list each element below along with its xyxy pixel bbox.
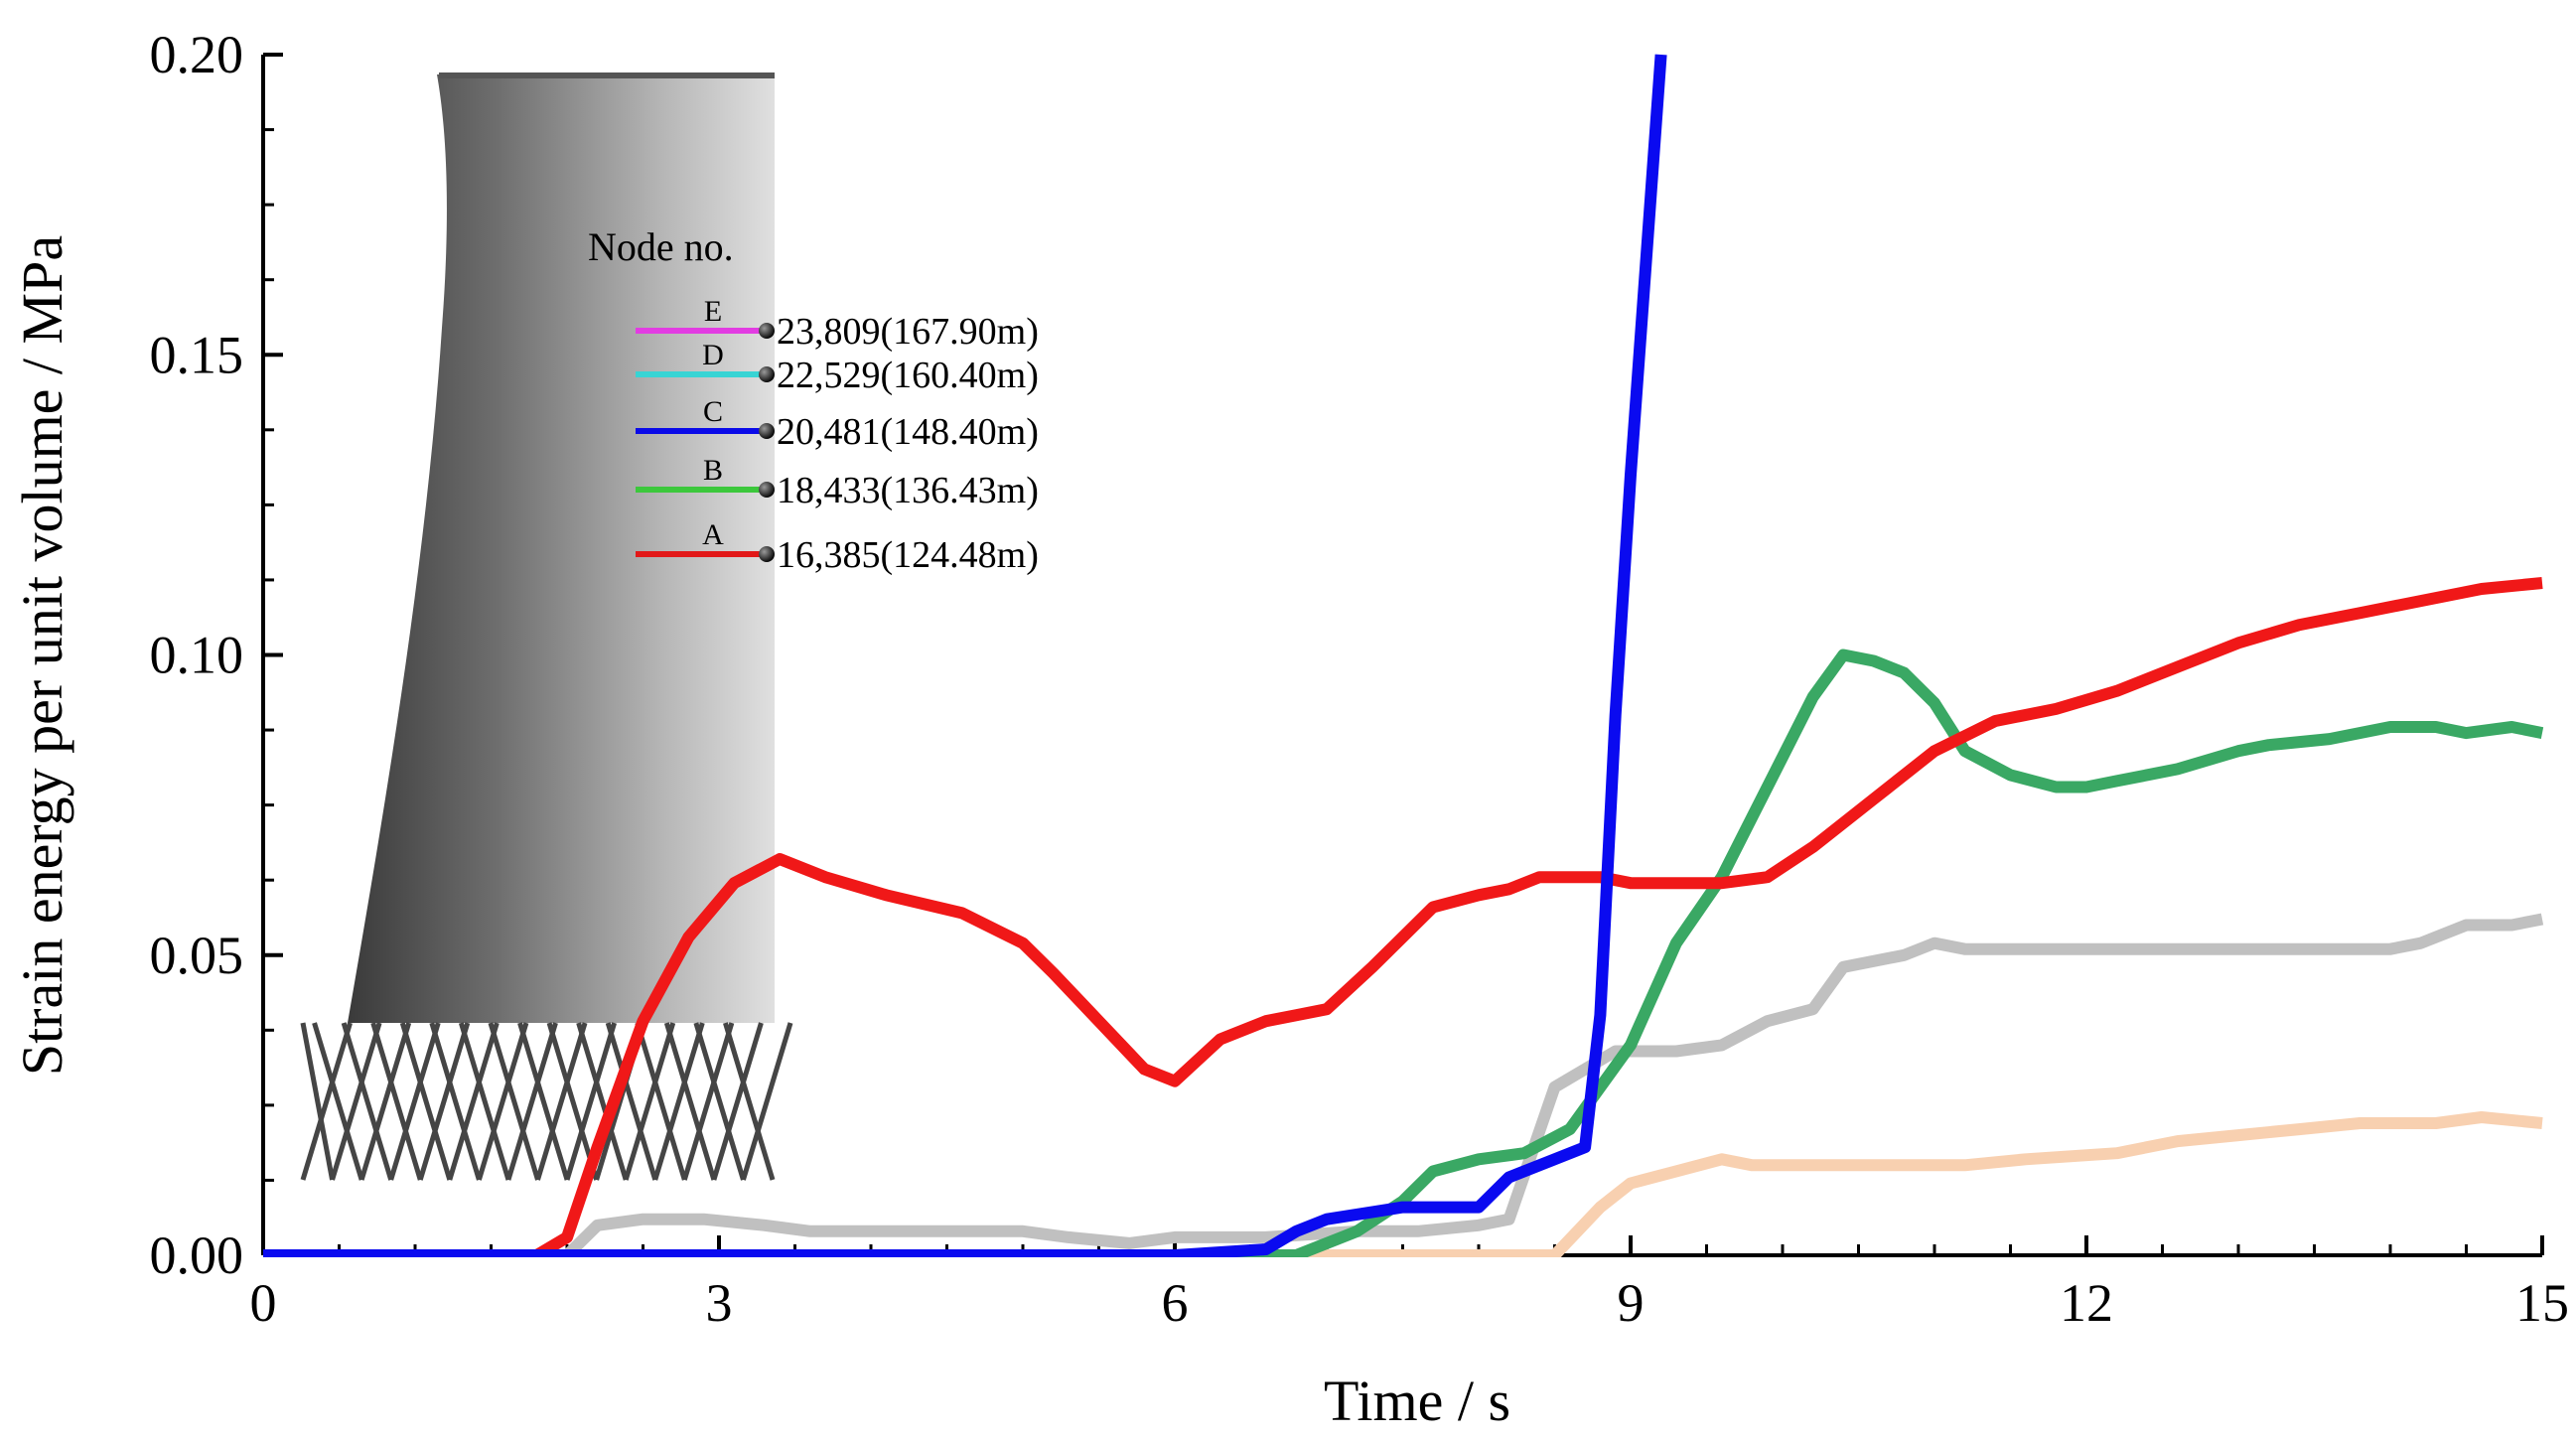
legend-label: 22,529(160.40m) — [777, 355, 1039, 396]
legend-entry-C: C 20,481(148.40m) — [636, 395, 1039, 453]
node-marker — [759, 546, 775, 562]
support-column — [358, 1022, 412, 1181]
legend-title: Node no. — [588, 224, 734, 269]
axis-ticks: 0 3 6 9 12 15 0.00 0.05 0.10 0.15 0.20 — [150, 25, 2570, 1333]
support-column — [476, 1022, 529, 1181]
support-column — [623, 1022, 676, 1181]
legend-entry-A: A 16,385(124.48m) — [636, 518, 1039, 576]
support-column — [517, 1022, 570, 1181]
support-column — [330, 1022, 382, 1181]
support-column — [564, 1022, 618, 1181]
series-line-C — [263, 54, 1667, 1257]
support-column — [505, 1022, 558, 1181]
support-column — [429, 1022, 482, 1181]
legend-letter: A — [702, 518, 724, 551]
legend-label: 16,385(124.48m) — [777, 534, 1039, 576]
legend-label: 23,809(167.90m) — [777, 311, 1039, 353]
x-tick-label: 15 — [2515, 1273, 2569, 1333]
support-column — [300, 1022, 336, 1181]
support-column — [605, 1022, 658, 1181]
x-tick-label: 6 — [1162, 1273, 1189, 1333]
cooling-tower-illustration — [300, 72, 793, 1181]
x-tick-label: 12 — [2060, 1273, 2113, 1333]
node-marker — [759, 482, 775, 498]
y-tick-label: 0.10 — [150, 626, 244, 685]
series-line-A — [263, 577, 2543, 1257]
support-column — [663, 1022, 717, 1181]
legend-letter: E — [704, 295, 722, 328]
support-column — [458, 1022, 511, 1181]
legend: Node no. E 23,809(167.90m) D 22,529(160.40m… — [588, 224, 1039, 576]
legend-entry-D: D 22,529(160.40m) — [636, 339, 1039, 396]
y-tick-label: 0.05 — [150, 926, 244, 985]
support-column — [681, 1022, 735, 1181]
support-column — [723, 1022, 776, 1181]
legend-letter: C — [703, 395, 723, 428]
series-layer — [263, 54, 2544, 1257]
support-column — [312, 1022, 364, 1181]
support-column — [370, 1022, 423, 1181]
legend-letter: D — [702, 339, 724, 371]
support-column — [300, 1022, 353, 1181]
y-tick-label: 0.15 — [150, 325, 244, 384]
support-column — [417, 1022, 471, 1181]
x-tick-label: 0 — [250, 1273, 277, 1333]
support-column — [635, 1022, 687, 1181]
y-axis-title: Strain energy per unit volume / MPa — [10, 235, 74, 1076]
node-marker — [759, 323, 775, 339]
x-tick-label: 3 — [706, 1273, 733, 1333]
support-column — [399, 1022, 453, 1181]
support-column — [535, 1022, 588, 1181]
series-line-B — [263, 648, 2544, 1257]
support-column — [546, 1022, 600, 1181]
legend-letter: B — [703, 454, 723, 487]
support-column — [576, 1022, 629, 1181]
support-column — [388, 1022, 441, 1181]
x-axis-title: Time / s — [1324, 1369, 1510, 1433]
series-line-peach — [263, 1111, 2543, 1257]
support-column — [741, 1022, 793, 1181]
support-column — [488, 1022, 540, 1181]
support-column — [693, 1022, 746, 1181]
legend-label: 18,433(136.43m) — [777, 470, 1039, 511]
node-marker — [759, 366, 775, 382]
y-tick-label: 0.20 — [150, 25, 244, 84]
legend-label: 20,481(148.40m) — [777, 411, 1039, 453]
legend-entry-B: B 18,433(136.43m) — [636, 454, 1039, 511]
legend-entry-E: E 23,809(167.90m) — [636, 295, 1039, 353]
tower-support-columns — [300, 1022, 793, 1181]
x-tick-label: 9 — [1618, 1273, 1645, 1333]
y-tick-label: 0.00 — [150, 1225, 244, 1285]
tower-shell — [348, 74, 775, 1023]
support-column — [711, 1022, 764, 1181]
support-column — [447, 1022, 500, 1181]
support-column — [652, 1022, 705, 1181]
node-marker — [759, 423, 775, 439]
support-column — [341, 1022, 394, 1181]
